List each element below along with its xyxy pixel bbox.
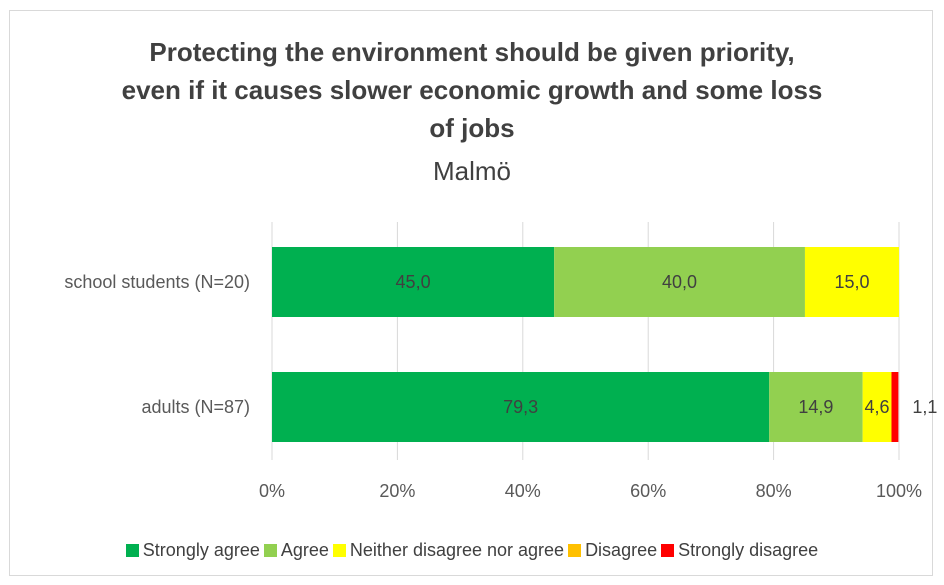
- legend-label: Strongly disagree: [678, 540, 819, 560]
- legend-label: Agree: [280, 540, 329, 560]
- chart-frame: [9, 10, 933, 576]
- legend-item: Agree: [263, 540, 329, 561]
- chart-subtitle: Malmö: [432, 156, 511, 186]
- data-label: 79,3: [503, 397, 538, 417]
- legend-item: Strongly agree: [125, 540, 260, 561]
- legend-swatch: [568, 544, 582, 557]
- data-label: 15,0: [834, 272, 869, 292]
- category-label: adults (N=87): [141, 397, 250, 417]
- x-tick-label: 0%: [259, 481, 285, 501]
- category-label: school students (N=20): [64, 272, 250, 292]
- x-tick-label: 20%: [379, 481, 415, 501]
- chart-title-line-2: even if it causes slower economic growth…: [121, 75, 823, 105]
- data-label: 4,6: [865, 397, 890, 417]
- x-tick-label: 80%: [756, 481, 792, 501]
- legend-swatch: [332, 544, 346, 557]
- legend-item: Neither disagree nor agree: [332, 540, 565, 561]
- legend-label: Strongly agree: [142, 540, 260, 560]
- chart-title-line-3: of jobs: [429, 113, 515, 143]
- bar-segment: [272, 247, 555, 317]
- legend-label: Neither disagree nor agree: [349, 540, 565, 560]
- chart-title-line-1: Protecting the environment should be giv…: [149, 37, 795, 67]
- legend: Strongly agree Agree Neither disagree nor …: [0, 540, 944, 561]
- bar-segment: [804, 247, 899, 317]
- legend-label: Disagree: [585, 540, 658, 560]
- legend-item: Disagree: [568, 540, 657, 561]
- data-label: 40,0: [662, 272, 697, 292]
- bar-segment: [554, 247, 805, 317]
- x-tick-label: 100%: [876, 481, 922, 501]
- bar-segment: [769, 372, 863, 442]
- data-label: 1,1: [912, 397, 937, 417]
- data-label: 45,0: [396, 272, 431, 292]
- x-tick-label: 60%: [630, 481, 666, 501]
- bar-segment: [862, 372, 892, 442]
- legend-swatch: [661, 544, 675, 557]
- legend-swatch: [125, 544, 139, 557]
- bar-segment: [272, 372, 770, 442]
- legend-item: Strongly disagree: [661, 540, 818, 561]
- legend-swatch: [263, 544, 277, 557]
- data-label: 14,9: [798, 397, 833, 417]
- x-tick-label: 40%: [505, 481, 541, 501]
- bar-segment: [891, 372, 899, 442]
